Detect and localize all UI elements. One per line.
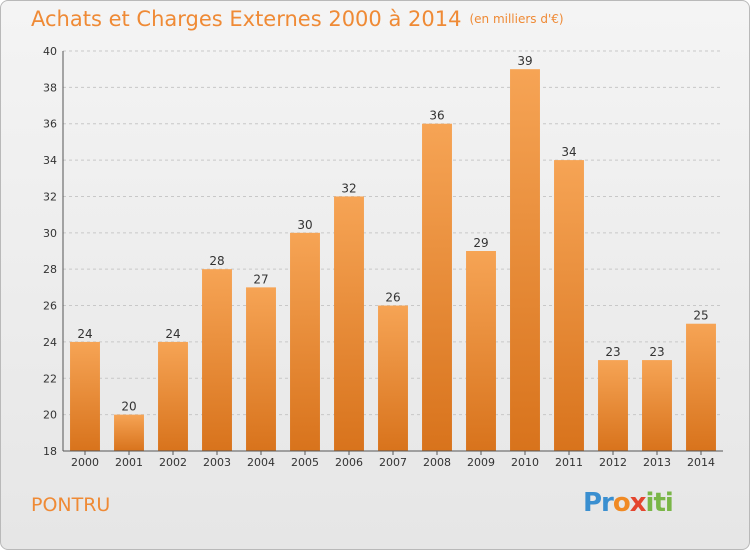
- labels-layer: 24 20 24 28 27 30 32 26 36 29 39 34 23 23 25: [77, 54, 708, 413]
- x-tick-label: 2013: [643, 456, 671, 469]
- data-label: 36: [429, 109, 444, 123]
- bar: [290, 232, 320, 451]
- x-tick-label: 2001: [115, 456, 143, 469]
- y-tick-label: 36: [43, 118, 57, 131]
- data-label: 29: [473, 236, 488, 250]
- x-tick-label: 2005: [291, 456, 319, 469]
- data-label: 32: [341, 181, 356, 195]
- x-tick-label: 2004: [247, 456, 275, 469]
- y-tick-label: 30: [43, 227, 57, 240]
- y-tick-label: 28: [43, 263, 57, 276]
- x-tick-label: 2007: [379, 456, 407, 469]
- x-tick-label: 2009: [467, 456, 495, 469]
- bar: [554, 160, 584, 451]
- y-tick-label: 32: [43, 190, 57, 203]
- data-label: 26: [385, 291, 400, 305]
- data-label: 30: [297, 218, 312, 232]
- x-tick-label: 2008: [423, 456, 451, 469]
- x-tick-label: 2000: [71, 456, 99, 469]
- data-label: 23: [649, 345, 664, 359]
- proxiti-logo: Proxiti: [583, 488, 674, 518]
- x-tick-label: 2006: [335, 456, 363, 469]
- x-tick-label: 2002: [159, 456, 187, 469]
- y-tick-label: 34: [43, 154, 57, 167]
- bar: [114, 414, 144, 451]
- x-tick-label: 2011: [555, 456, 583, 469]
- bar: [422, 123, 452, 452]
- bar: [466, 251, 496, 451]
- y-tick-label: 22: [43, 372, 57, 385]
- y-tick-label: 18: [43, 445, 57, 458]
- data-label: 20: [121, 400, 136, 414]
- bar: [686, 323, 716, 451]
- data-label: 34: [561, 145, 576, 159]
- data-label: 25: [693, 309, 708, 323]
- y-tick-label: 40: [43, 45, 57, 58]
- x-tick-label: 2010: [511, 456, 539, 469]
- bar: [246, 287, 276, 451]
- bar: [510, 69, 540, 451]
- bar: [598, 360, 628, 451]
- bars-layer: [70, 69, 716, 452]
- x-tick-label: 2012: [599, 456, 627, 469]
- commune-name: PONTRU: [31, 494, 111, 516]
- bar: [158, 341, 188, 451]
- y-tick-label: 20: [43, 409, 57, 422]
- data-label: 27: [253, 272, 268, 286]
- data-label: 23: [605, 345, 620, 359]
- data-label: 39: [517, 54, 532, 68]
- bar: [334, 196, 364, 451]
- y-tick-label: 24: [43, 336, 57, 349]
- bar: [70, 341, 100, 451]
- y-tick-label: 38: [43, 81, 57, 94]
- chart-title: Achats et Charges Externes 2000 à 2014 (e…: [31, 7, 564, 31]
- bar: [378, 305, 408, 451]
- chart-unit: (en milliers d'€): [469, 12, 564, 26]
- bar: [202, 269, 232, 451]
- x-tick-label: 2003: [203, 456, 231, 469]
- data-label: 24: [77, 327, 92, 341]
- data-label: 28: [209, 254, 224, 268]
- x-tick-label: 2014: [687, 456, 715, 469]
- bar: [642, 360, 672, 451]
- axis-layer: 18 20 22 24 26 28 30 32 34 36 38 40 2000 2001 2002 2003…: [43, 45, 723, 469]
- y-tick-label: 26: [43, 300, 57, 313]
- chart-title-text: Achats et Charges Externes 2000 à 2014: [31, 7, 462, 31]
- data-label: 24: [165, 327, 180, 341]
